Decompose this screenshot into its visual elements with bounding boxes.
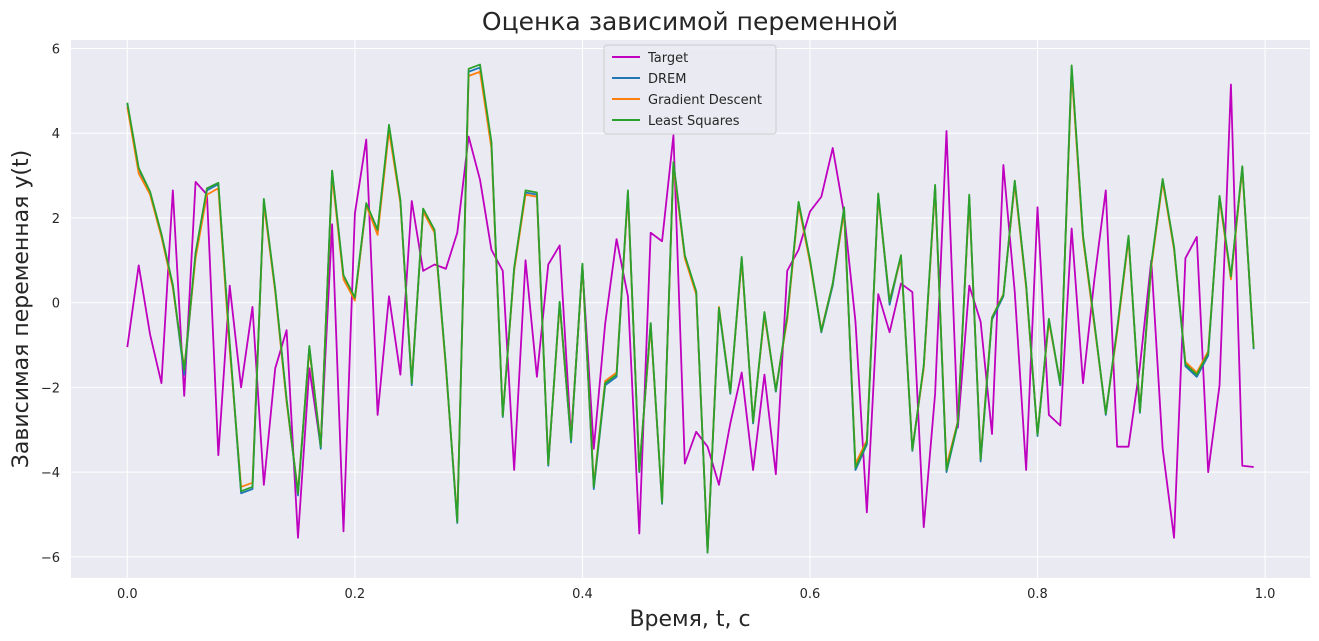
legend-entry: Least Squares [648, 114, 740, 129]
x-tick-label: 0.2 [345, 587, 366, 602]
y-axis-label: Зависимая переменная y(t) [9, 150, 34, 468]
series-line-target [126, 83, 1254, 539]
tick-labels: 0.0 0.2 0.4 0.6 0.8 1.0 −6 −4 −2 0 2 4 6 [41, 42, 1276, 602]
legend-entry: Gradient Descent [648, 93, 762, 108]
grid [71, 40, 1310, 578]
y-tick-label: 6 [52, 42, 60, 57]
legend-entry: DREM [648, 72, 686, 87]
x-tick-label: 0.0 [117, 587, 138, 602]
x-tick-label: 0.4 [572, 587, 593, 602]
y-tick-label: −4 [41, 466, 60, 481]
y-tick-label: 2 [52, 212, 60, 227]
x-tick-label: 0.8 [1027, 587, 1048, 602]
y-tick-label: −6 [41, 551, 60, 566]
x-axis-label: Время, t, с [629, 607, 750, 632]
series-line-least-squares [126, 63, 1255, 554]
series-lines [126, 63, 1255, 554]
y-tick-label: 0 [52, 297, 60, 312]
x-tick-label: 0.6 [800, 587, 821, 602]
legend-box [603, 44, 777, 135]
legend: Target DREM Gradient Descent Least Squares [603, 44, 777, 135]
legend-entry: Target [647, 51, 688, 66]
chart-title: Оценка зависимой переменной [482, 7, 898, 36]
y-tick-label: −2 [41, 381, 60, 396]
x-tick-label: 1.0 [1255, 587, 1276, 602]
y-tick-label: 4 [52, 127, 60, 142]
